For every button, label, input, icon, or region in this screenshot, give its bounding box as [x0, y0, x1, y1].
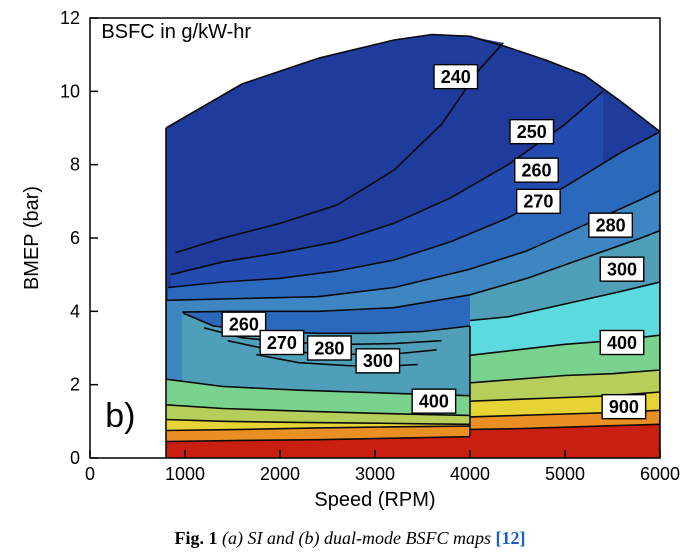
svg-text:10: 10 — [60, 81, 80, 101]
svg-text:260: 260 — [229, 314, 259, 334]
svg-text:900: 900 — [609, 397, 639, 417]
svg-text:8: 8 — [70, 155, 80, 175]
svg-text:2: 2 — [70, 375, 80, 395]
svg-text:5000: 5000 — [545, 464, 585, 484]
svg-text:400: 400 — [607, 333, 637, 353]
svg-text:300: 300 — [607, 259, 637, 279]
svg-text:0: 0 — [70, 448, 80, 468]
svg-text:270: 270 — [523, 192, 553, 212]
svg-text:250: 250 — [517, 122, 547, 142]
svg-text:300: 300 — [363, 351, 393, 371]
svg-text:6: 6 — [70, 228, 80, 248]
svg-text:6000: 6000 — [640, 464, 680, 484]
svg-text:4000: 4000 — [450, 464, 490, 484]
svg-text:280: 280 — [314, 338, 344, 358]
svg-text:260: 260 — [521, 160, 551, 180]
svg-text:1000: 1000 — [165, 464, 205, 484]
svg-text:4: 4 — [70, 301, 80, 321]
svg-text:BSFC in g/kW-hr: BSFC in g/kW-hr — [101, 21, 251, 43]
caption-ref: [12] — [495, 528, 525, 548]
svg-text:400: 400 — [419, 391, 449, 411]
svg-text:BMEP (bar): BMEP (bar) — [21, 186, 43, 290]
caption-body: (a) SI and (b) dual-mode BSFC maps — [222, 528, 491, 548]
svg-text:Speed (RPM): Speed (RPM) — [314, 489, 435, 511]
svg-text:240: 240 — [441, 67, 471, 87]
caption-prefix: Fig. 1 — [175, 528, 218, 548]
svg-text:0: 0 — [85, 464, 95, 484]
svg-text:280: 280 — [596, 215, 626, 235]
svg-text:12: 12 — [60, 8, 80, 28]
bsfc-contour-chart: 0 1000 2000 3000 4000 5000 6000 0 2 4 6 8 10 12 Speed … — [0, 0, 700, 559]
svg-text:270: 270 — [267, 333, 297, 353]
figure-caption: Fig. 1 (a) SI and (b) dual-mode BSFC map… — [0, 528, 700, 549]
svg-text:3000: 3000 — [355, 464, 395, 484]
svg-text:2000: 2000 — [260, 464, 300, 484]
svg-text:b): b) — [105, 397, 135, 435]
